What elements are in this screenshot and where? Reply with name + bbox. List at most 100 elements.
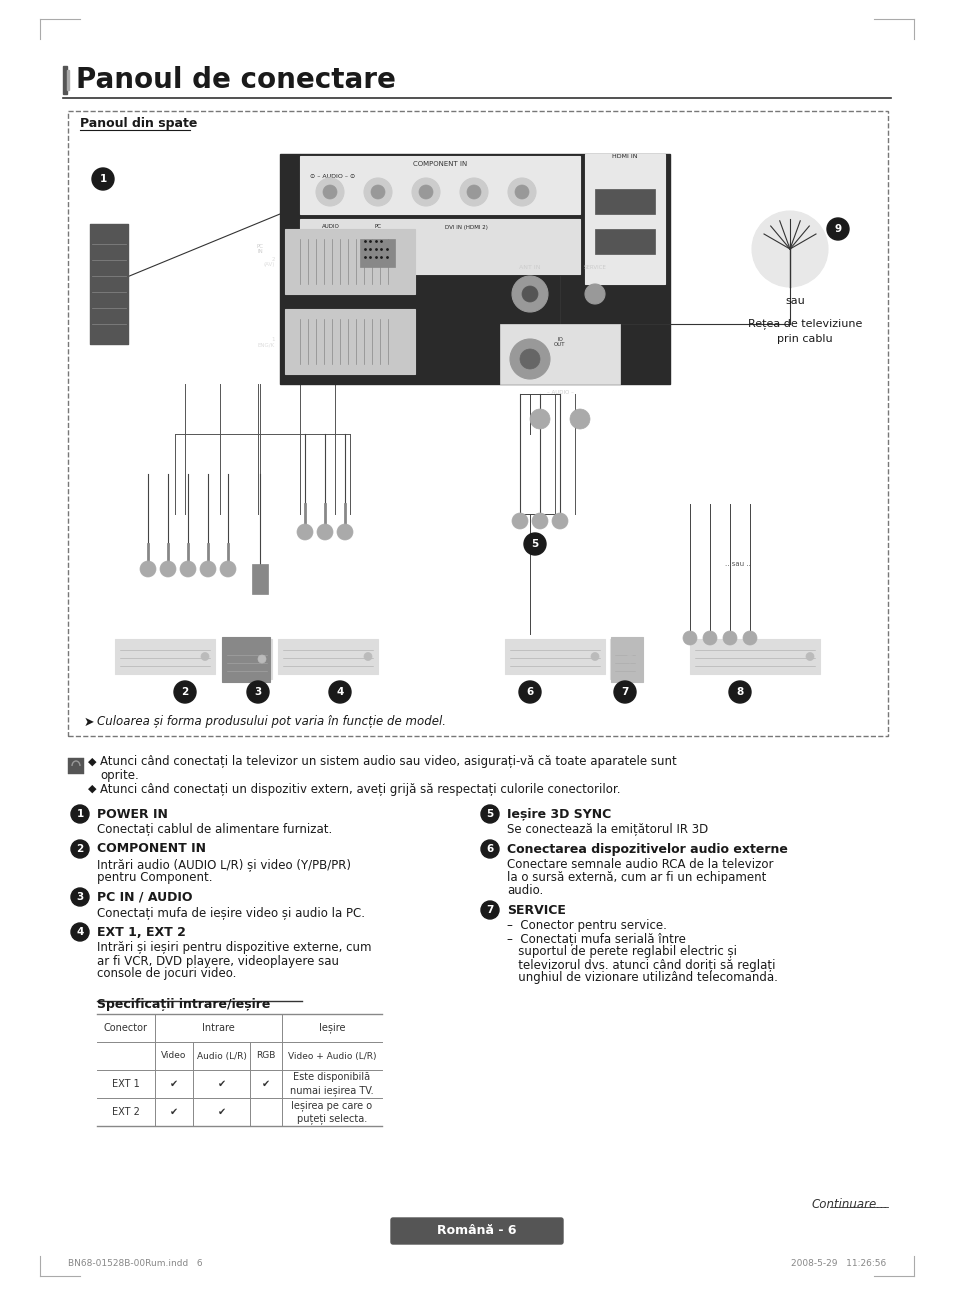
Text: Conector: Conector [104,1024,148,1033]
Bar [584,154,664,283]
Text: 1: 1 [76,809,84,819]
Text: BN68-01528B-00Rum.indd   6: BN68-01528B-00Rum.indd 6 [68,1259,202,1268]
Bar [285,229,415,294]
Text: Atunci când conectați la televizor un sistem audio sau video, asigurați-vă că to: Atunci când conectați la televizor un si… [100,756,676,769]
Text: 2: 2 [181,687,189,697]
Text: sau: sau [784,296,804,305]
Circle shape [316,524,333,540]
Text: 2008-5-29   11:26:56: 2008-5-29 11:26:56 [790,1259,885,1268]
Text: Continuare...: Continuare... [811,1197,887,1210]
Circle shape [682,631,697,644]
Text: Panoul de conectare: Panoul de conectare [76,66,395,94]
Circle shape [71,923,89,941]
Circle shape [530,409,550,430]
Text: 7: 7 [620,687,628,697]
Text: ◆: ◆ [88,757,96,767]
Text: la o sursă externă, cum ar fi un echipament: la o sursă externă, cum ar fi un echipam… [506,871,765,885]
Circle shape [140,562,156,577]
Bar [67,70,69,91]
Text: POWER IN: POWER IN [97,807,168,820]
Circle shape [480,840,498,858]
Text: Este disponibilă
numai ieșirea TV.: Este disponibilă numai ieșirea TV. [290,1073,374,1096]
Text: PC: PC [375,224,381,229]
Circle shape [257,655,266,663]
Text: Intrare: Intrare [202,1024,234,1033]
Text: ar fi VCR, DVD playere, videoplayere sau: ar fi VCR, DVD playere, videoplayere sau [97,955,338,968]
Text: RGB: RGB [256,1052,275,1061]
Circle shape [173,681,195,703]
Bar [610,637,642,682]
Text: SERVICE: SERVICE [583,265,606,270]
Bar [90,224,128,344]
Text: AUDIO: AUDIO [322,224,339,229]
Text: DVI IN (HDMI 2): DVI IN (HDMI 2) [444,224,487,229]
Circle shape [532,512,547,529]
Circle shape [467,185,480,199]
Circle shape [201,652,209,660]
Text: – AUDIO –: – AUDIO – [546,389,573,395]
Bar [689,639,820,674]
Text: 1
ENG/K: 1 ENG/K [257,336,274,347]
Bar [285,309,415,374]
Circle shape [364,652,372,660]
Bar [299,219,579,274]
Circle shape [751,211,827,287]
Text: 7: 7 [486,905,493,915]
Circle shape [71,805,89,823]
Text: ✔: ✔ [262,1079,270,1090]
Circle shape [728,681,750,703]
Text: PC
IN: PC IN [256,243,263,255]
Text: 6: 6 [486,844,493,854]
Text: Intrări audio (AUDIO L/R) și video (Y/PB/PR): Intrări audio (AUDIO L/R) și video (Y/PB… [97,858,351,871]
Circle shape [315,179,344,206]
Text: console de jocuri video.: console de jocuri video. [97,968,236,981]
Circle shape [296,524,313,540]
Text: .. sau ..: .. sau .. [724,562,750,567]
Circle shape [329,681,351,703]
Text: 6: 6 [526,687,533,697]
Text: Intrări și ieșiri pentru dispozitive externe, cum: Intrări și ieșiri pentru dispozitive ext… [97,942,371,955]
Circle shape [220,562,235,577]
Text: ➤: ➤ [84,716,94,729]
Circle shape [247,681,269,703]
Circle shape [510,339,550,379]
Circle shape [512,276,547,312]
Text: prin cablu: prin cablu [777,334,832,344]
Circle shape [71,840,89,858]
Circle shape [826,217,848,239]
Bar [669,503,809,634]
Text: –  Conector pentru service.: – Conector pentru service. [506,920,666,933]
Text: 4: 4 [76,927,84,937]
Bar [222,637,270,682]
FancyBboxPatch shape [391,1218,562,1244]
Text: IO
OUT: IO OUT [554,336,565,347]
Text: Conectați mufa de ieșire video și audio la PC.: Conectați mufa de ieșire video și audio … [97,907,365,920]
Bar [299,157,579,214]
Text: Română - 6: Română - 6 [436,1224,517,1237]
Circle shape [412,179,439,206]
Text: Specificații intrare/ieșire: Specificații intrare/ieșire [97,998,270,1011]
Bar [609,639,639,679]
Circle shape [364,179,392,206]
Circle shape [518,681,540,703]
Circle shape [515,185,529,199]
Text: Culoarea și forma produsului pot varia în funcție de model.: Culoarea și forma produsului pot varia î… [97,716,446,729]
Text: Panoul din spate: Panoul din spate [80,116,197,129]
Bar [504,639,604,674]
Text: PC IN / AUDIO: PC IN / AUDIO [97,890,193,903]
Bar [359,239,395,267]
Text: EXT 1: EXT 1 [112,1079,140,1090]
Bar [499,324,619,384]
Text: 9: 9 [834,224,841,234]
Text: 8: 8 [736,687,742,697]
Text: oprite.: oprite. [100,769,138,782]
Bar [595,229,655,254]
Text: SERVICE: SERVICE [506,903,565,916]
Circle shape [418,185,433,199]
Text: ✔: ✔ [170,1079,178,1090]
Text: Conectare semnale audio RCA de la televizor: Conectare semnale audio RCA de la televi… [506,858,773,871]
Text: Ieșirea pe care o
puțeți selecta.: Ieșirea pe care o puțeți selecta. [291,1100,373,1124]
Text: 2
(AV): 2 (AV) [263,256,274,268]
Bar [280,154,669,384]
Circle shape [702,631,717,644]
